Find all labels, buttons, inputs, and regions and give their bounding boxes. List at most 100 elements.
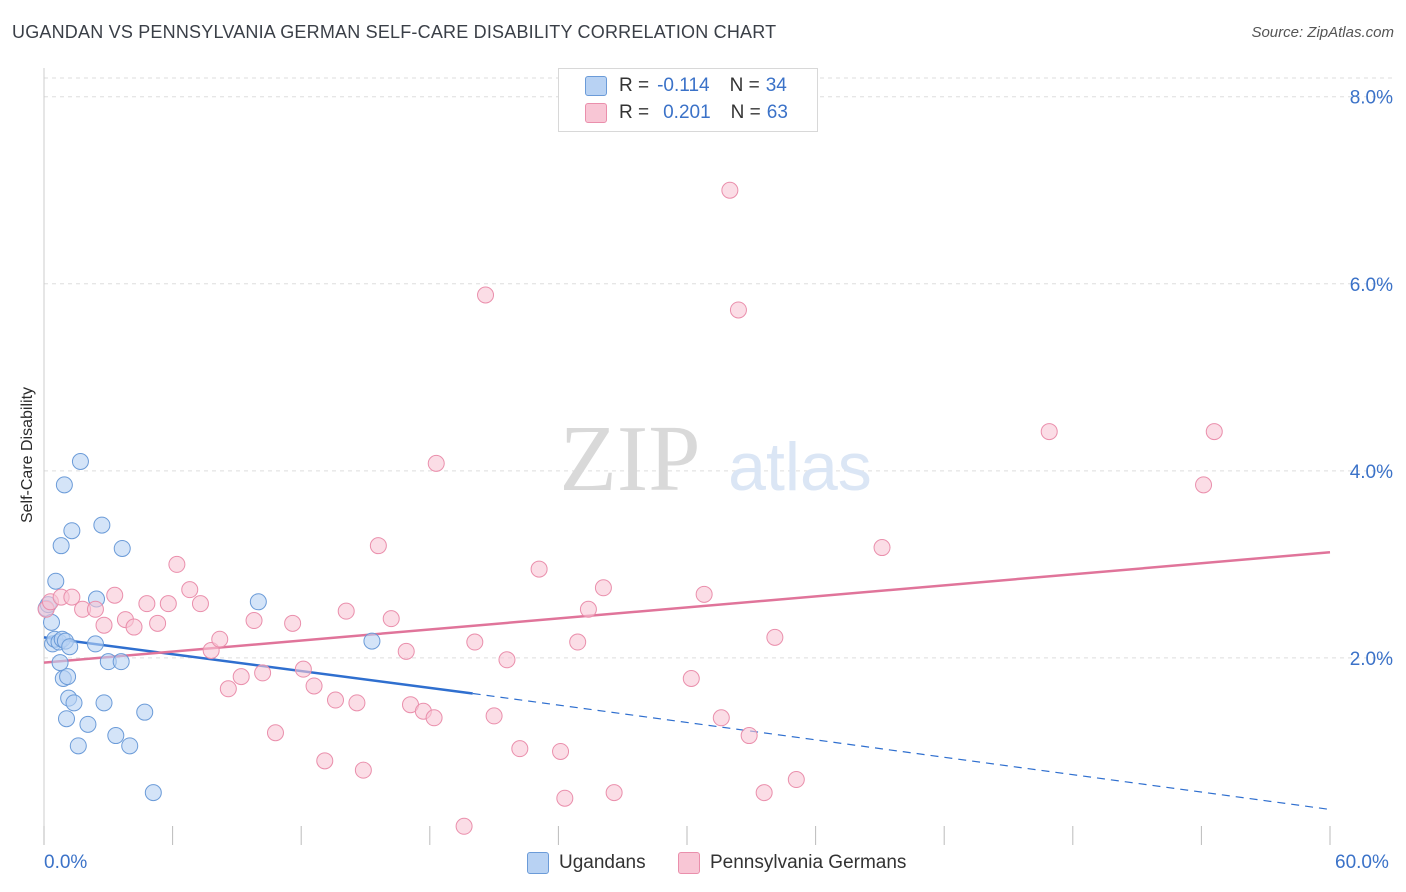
pennsylvania-german-point [579,600,597,618]
pennsylvania-german-point [477,286,495,304]
bottom-legend-label: Ugandans [559,852,646,873]
x-tick-label-min: 0.0% [44,852,88,873]
x-tick-label-max: 60.0% [1335,852,1389,873]
bottom-legend-swatch-pink [678,852,700,874]
pennsylvania-german-point [284,614,302,632]
axes [43,68,1331,845]
trend-lines [43,550,1331,811]
legend-n-label: N = [730,102,761,123]
pennsylvania-german-point [695,585,713,603]
ugandan-point [55,476,73,494]
ugandans-trend-line [43,636,473,695]
legend-r-value: -0.114 [657,75,710,96]
pennsylvania-german-point [138,595,156,613]
ugandan-point [86,635,104,653]
ugandan-point [121,737,139,755]
pennsylvania-german-point [316,752,334,770]
pennsylvania-german-point [305,677,323,695]
ugandan-point [47,572,65,590]
pennsylvania-german-point [397,642,415,660]
legend-swatch-pink [585,103,607,123]
bottom-legend-ugandans: Ugandans [527,852,646,874]
pennsylvania-german-point [254,664,272,682]
pennsylvania-german-point [530,560,548,578]
pennsylvania-germans-trend-line [43,550,1331,664]
ugandan-point [69,737,87,755]
y-tick-labels: 2.0% 4.0% 6.0% 8.0% [1350,88,1393,670]
legend-n-label: N = [729,75,760,96]
ugandan-point [93,516,111,534]
pennsylvania-german-point [712,709,730,727]
y-tick-label: 6.0% [1350,275,1393,296]
bottom-legend-swatch-blue [527,852,549,874]
ugandan-point [144,784,162,802]
pennsylvania-german-point [369,537,387,555]
pennsylvania-german-point [873,539,891,557]
pennsylvania-german-point [787,771,805,789]
pennsylvania-german-point [498,651,516,669]
y-tick-label: 2.0% [1350,649,1393,670]
chart-title: UGANDAN VS PENNSYLVANIA GERMAN SELF-CARE… [12,22,777,42]
pennsylvania-german-point [485,707,503,725]
pennsylvania-german-point [326,691,344,709]
pennsylvania-german-point [556,789,574,807]
pennsylvania-german-point [106,586,124,604]
watermark-zip: ZIP [560,407,701,511]
legend-row-pennsylvania-germans: R = 0.201 N = 63 [585,101,788,125]
pennsylvania-german-point [202,641,220,659]
ugandan-point [112,653,130,671]
pennsylvania-german-point [755,784,773,802]
ugandan-point [95,694,113,712]
pennsylvania-german-point [766,628,784,646]
pennsylvania-german-point [382,610,400,628]
pennsylvania-german-point [245,612,263,630]
pennsylvania-german-point [125,618,143,636]
pennsylvania-german-point [594,579,612,597]
pennsylvania-german-point [337,602,355,620]
ugandan-point [61,638,79,656]
legend-n-value: 63 [766,102,788,123]
pennsylvania-german-point [211,630,229,648]
pennsylvania-german-point [86,600,104,618]
ugandan-point [113,539,131,557]
ugandan-point [52,537,70,555]
pennsylvania-german-point [729,301,747,319]
pennsylvania-german-point [682,670,700,688]
pennsylvania-german-point [354,761,372,779]
bottom-legend-label: Pennsylvania Germans [710,852,907,873]
pennsylvania-german-point [455,817,473,835]
pennsylvania-german-point [159,595,177,613]
pennsylvania-german-point [1040,423,1058,441]
watermark: ZIP atlas [560,407,872,511]
ugandan-point [136,703,154,721]
pennsylvania-german-point [181,581,199,599]
legend-r-label: R = [619,75,650,96]
pennsylvania-german-point [552,742,570,760]
pennsylvania-german-point [294,660,312,678]
pennsylvania-german-point [219,680,237,698]
pennsylvania-german-point [1205,423,1223,441]
pennsylvania-german-point [605,784,623,802]
pennsylvania-german-point [232,668,250,686]
legend-n-value: 34 [765,75,787,96]
ugandan-point [363,632,381,650]
pennsylvania-german-point [425,709,443,727]
data-points [37,181,1223,835]
legend-r-label: R = [619,102,650,123]
ugandan-point [107,727,125,745]
pennsylvania-german-point [266,724,284,742]
watermark-atlas: atlas [728,429,872,505]
ugandan-point [58,710,76,728]
pennsylvania-german-point [511,740,529,758]
legend-r-value: 0.201 [663,102,711,123]
pennsylvania-german-point [348,694,366,712]
pennsylvania-german-point [95,616,113,634]
pennsylvania-german-point [1195,476,1213,494]
pennsylvania-german-point [721,181,739,199]
pennsylvania-german-point [168,555,186,573]
pennsylvania-german-point [427,454,445,472]
pennsylvania-german-point [63,588,81,606]
ugandans-trend-line-extrapolated [472,692,1331,811]
legend-swatch-blue [585,76,607,96]
